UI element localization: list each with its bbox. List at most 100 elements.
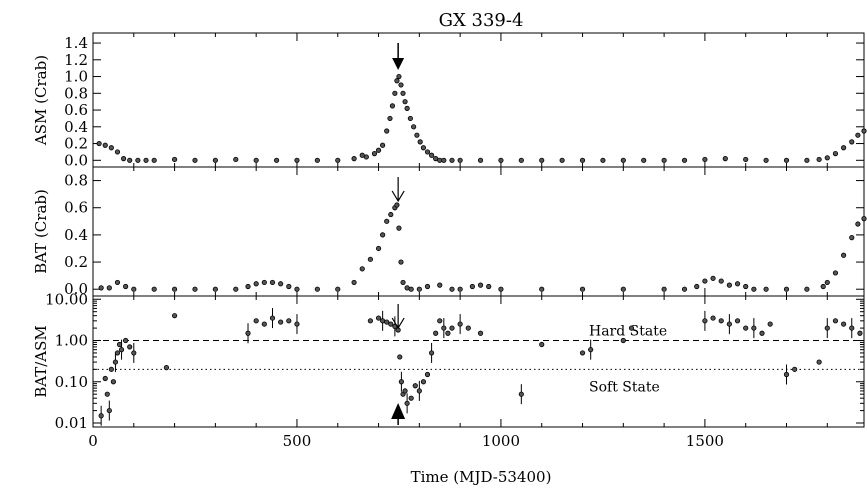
data-point — [384, 319, 390, 325]
y-tick-label: 0.10 — [55, 373, 88, 391]
data-point — [118, 347, 125, 353]
data-point — [792, 366, 798, 372]
data-point — [428, 350, 435, 356]
data-point — [416, 286, 422, 292]
soft-state-label: Soft State — [589, 379, 660, 395]
data-point — [759, 330, 765, 336]
data-point — [408, 286, 414, 292]
data-point — [416, 388, 422, 394]
data-point — [620, 337, 626, 344]
data-point — [751, 286, 757, 292]
data-point — [486, 283, 492, 290]
data-point — [294, 157, 300, 163]
data-point — [424, 283, 431, 290]
data-point — [743, 325, 749, 331]
data-point — [192, 286, 198, 292]
data-point — [804, 157, 810, 163]
data-point — [388, 211, 394, 218]
data-point — [588, 347, 594, 353]
y-tick-label: 0.01 — [55, 414, 88, 432]
data-point — [278, 319, 284, 325]
data-point — [104, 391, 110, 397]
data-point — [404, 400, 410, 406]
y-tick-label: 0.6 — [64, 101, 88, 119]
data-point — [253, 281, 259, 287]
data-point — [820, 283, 826, 290]
data-point — [171, 313, 178, 319]
peak-arrow-head — [392, 58, 405, 70]
data-point — [269, 315, 276, 321]
data-point — [751, 325, 757, 331]
data-point — [433, 330, 439, 336]
data-point — [380, 142, 386, 148]
data-point — [367, 318, 373, 324]
data-point — [816, 359, 822, 365]
data-point — [841, 321, 847, 327]
data-point — [131, 350, 137, 356]
data-point — [394, 78, 400, 84]
data-point — [743, 156, 749, 163]
data-point — [127, 157, 133, 163]
data-point — [681, 157, 688, 163]
data-point — [841, 145, 847, 151]
data-point — [286, 318, 292, 324]
data-point — [269, 279, 276, 286]
data-point — [539, 286, 545, 292]
data-point — [579, 157, 586, 163]
data-point — [841, 252, 847, 258]
data-point — [857, 330, 863, 336]
x-axis-label: Time (MJD-53400) — [411, 468, 552, 485]
data-point — [498, 157, 504, 163]
data-point — [743, 283, 749, 290]
data-point — [498, 286, 504, 292]
data-point — [135, 157, 141, 163]
data-point — [106, 407, 112, 414]
data-point — [628, 325, 635, 331]
data-point — [424, 371, 431, 378]
data-point — [726, 321, 732, 327]
data-point — [763, 286, 769, 292]
data-point — [420, 145, 427, 151]
data-point — [367, 256, 373, 262]
data-point — [335, 157, 341, 163]
data-point — [375, 245, 382, 252]
data-point — [108, 145, 114, 151]
y-tick-label: 0.6 — [64, 199, 88, 217]
data-point — [98, 413, 104, 419]
data-point — [380, 232, 386, 238]
data-point — [441, 157, 447, 163]
data-point — [404, 105, 410, 111]
data-point — [233, 286, 239, 292]
data-point — [400, 90, 406, 96]
data-point — [411, 124, 417, 130]
data-point — [437, 318, 443, 324]
data-point — [123, 283, 129, 290]
panel-1-y-label: ASM (Crab) — [32, 55, 50, 146]
data-point — [855, 221, 861, 227]
data-point — [402, 99, 408, 105]
data-point — [98, 285, 104, 291]
data-point — [449, 325, 455, 331]
data-point — [120, 156, 127, 162]
data-point — [351, 279, 357, 286]
data-point — [273, 157, 280, 163]
data-point — [394, 202, 400, 208]
data-point — [620, 286, 626, 292]
y-tick-label: 0.2 — [64, 253, 88, 271]
data-point — [763, 157, 769, 163]
data-point — [396, 225, 402, 231]
data-point — [518, 391, 524, 397]
data-point — [127, 344, 133, 350]
data-point — [400, 279, 406, 286]
data-point — [477, 282, 484, 288]
panel-2-frame — [92, 166, 865, 297]
panel-3-frame — [92, 295, 865, 428]
data-point — [681, 286, 688, 292]
data-point — [832, 318, 839, 324]
data-point — [702, 156, 708, 163]
data-point — [396, 73, 402, 80]
data-point — [449, 286, 455, 292]
data-point — [398, 82, 404, 88]
data-point — [539, 157, 545, 163]
